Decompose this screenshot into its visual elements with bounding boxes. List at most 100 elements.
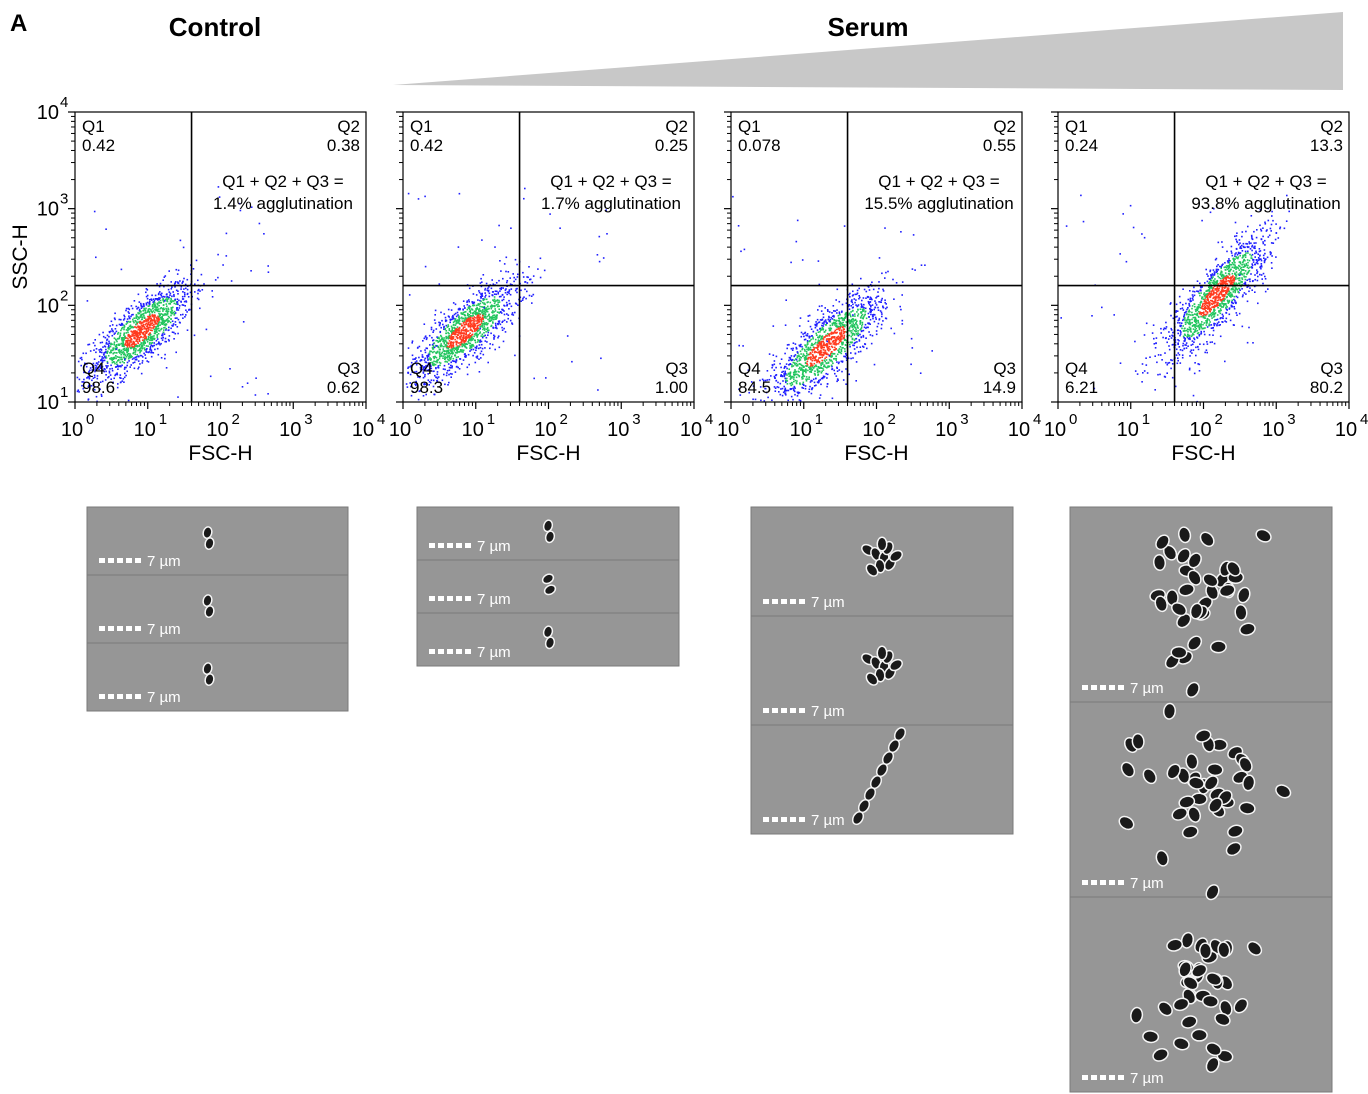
scatter-point: [795, 358, 798, 361]
scatter-point: [484, 328, 486, 330]
scatter-point: [211, 290, 213, 292]
scatter-point: [456, 341, 458, 343]
scatter-point: [803, 370, 805, 372]
scatter-point: [789, 372, 792, 374]
scatter-point: [88, 384, 90, 387]
scatter-point: [1230, 252, 1233, 254]
scatter-point: [1262, 282, 1264, 285]
scatter-point: [503, 327, 505, 330]
scatter-point: [130, 338, 133, 341]
scatter-point: [135, 340, 137, 342]
scatter-point: [125, 374, 127, 377]
scatter-point: [161, 316, 163, 318]
scatter-point: [784, 389, 786, 391]
scatter-point: [125, 329, 128, 331]
scatter-point: [100, 393, 103, 396]
scatter-point: [442, 339, 445, 341]
scatter-point: [435, 328, 438, 330]
scatter-point: [101, 351, 103, 354]
scatter-point: [140, 302, 142, 305]
scatter-point: [123, 333, 125, 335]
scatter-point: [764, 379, 767, 382]
scatter-point: [814, 359, 816, 362]
x-tick-label-exponent: 0: [414, 411, 422, 428]
scatter-point: [133, 361, 136, 364]
scatter-point: [424, 195, 426, 198]
scatter-point: [1234, 235, 1236, 238]
scatter-point: [504, 291, 507, 294]
scatter-point: [794, 363, 796, 366]
scatter-point: [804, 338, 807, 341]
scatter-point: [479, 318, 481, 321]
scatter-point: [451, 333, 453, 336]
scatter-point: [115, 344, 118, 346]
x-tick-label-base: 10: [61, 419, 83, 441]
scatter-point: [161, 317, 163, 319]
scatter-point: [912, 234, 915, 236]
scatter-point: [147, 330, 149, 332]
scatter-point: [107, 350, 109, 353]
scatter-point: [153, 337, 155, 340]
scatter-point: [475, 294, 478, 296]
scatter-point: [424, 265, 427, 268]
scatter-point: [1233, 306, 1235, 308]
scatter-point: [238, 202, 241, 205]
scatter-point: [177, 318, 180, 321]
scatter-point: [457, 342, 460, 344]
scatter-point: [456, 346, 458, 349]
scatter-point: [485, 322, 488, 324]
scatter-point: [799, 345, 801, 348]
scatter-point: [516, 291, 518, 294]
scatter-point: [503, 296, 505, 298]
scatter-point: [476, 325, 479, 327]
scatter-point: [446, 344, 448, 347]
scatter-point: [154, 314, 156, 316]
scatter-point: [145, 302, 148, 304]
scatter-point: [819, 327, 821, 330]
scatter-point: [146, 348, 148, 350]
scatter-point: [1205, 293, 1207, 296]
scatter-point: [127, 335, 130, 337]
scatter-point: [464, 340, 467, 343]
scatter-point: [487, 301, 489, 303]
scatter-point: [198, 288, 200, 291]
scatter-point: [164, 324, 167, 327]
scatter-point: [151, 339, 154, 341]
scatter-point: [451, 316, 454, 318]
scatter-point: [447, 336, 450, 339]
scatter-point: [165, 327, 168, 330]
scatter-point: [99, 388, 101, 390]
scatter-point: [133, 367, 136, 370]
scatter-point: [808, 388, 811, 391]
scatter-point: [178, 307, 181, 309]
scatter-point: [172, 325, 174, 327]
scatter-point: [476, 336, 478, 338]
scatter-point: [150, 339, 152, 341]
scatter-point: [153, 299, 156, 302]
scatter-point: [826, 352, 828, 355]
x-tick-label-exponent: 4: [705, 411, 713, 428]
scatter-point: [230, 280, 233, 282]
scatter-point: [813, 347, 815, 349]
scatter-point: [865, 297, 867, 299]
quadrant-name-q2: Q2: [665, 117, 688, 136]
scatter-point: [1279, 227, 1281, 230]
scatter-point: [1212, 297, 1214, 300]
scatter-point: [839, 323, 841, 325]
scatter-point: [516, 287, 518, 290]
scatter-point: [436, 373, 439, 376]
scatter-point: [473, 301, 476, 304]
scatter-point: [1237, 273, 1240, 275]
scatter-point: [185, 314, 187, 316]
scatter-point: [1182, 318, 1185, 321]
scatter-point: [103, 368, 106, 370]
scatter-point: [170, 327, 172, 330]
scatter-point: [454, 319, 457, 321]
scatter-point: [877, 309, 880, 311]
scatter-point: [507, 291, 510, 293]
scatter-point: [157, 315, 159, 318]
scatter-point: [121, 326, 124, 329]
scatter-point: [159, 310, 161, 313]
scatter-point: [468, 305, 470, 307]
scatter-point: [436, 361, 438, 364]
